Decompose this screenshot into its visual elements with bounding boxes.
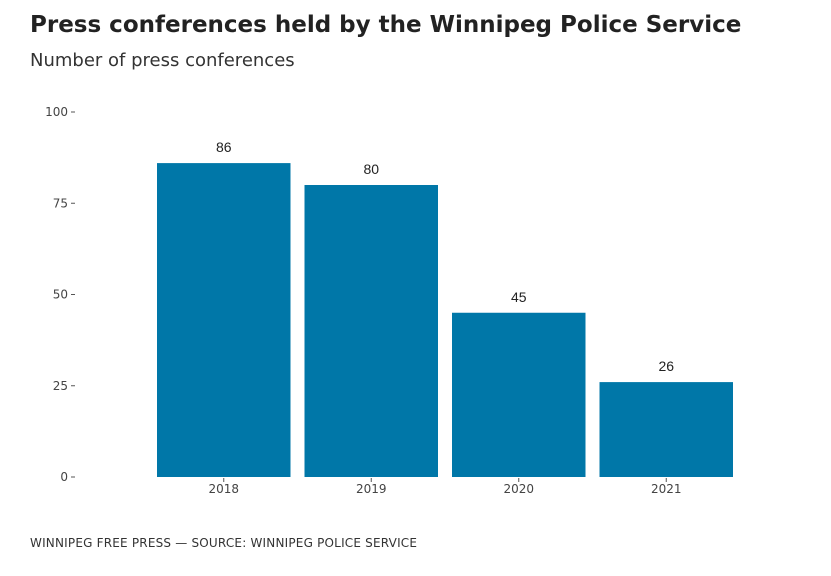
bar-2020 [452, 312, 586, 477]
y-tick-label: 75 [53, 196, 68, 210]
bars: 86 80 45 26 [157, 139, 733, 477]
y-tick-label: 0 [60, 470, 68, 484]
x-tick-label-2021: 2021 [651, 482, 682, 496]
bar-2019 [304, 185, 438, 477]
data-label-2021: 26 [658, 358, 674, 374]
x-tick-label-2018: 2018 [208, 482, 239, 496]
x-tick-label-2019: 2019 [356, 482, 387, 496]
y-tick-label: 25 [53, 379, 68, 393]
bar-2021 [599, 382, 733, 477]
data-label-2018: 86 [216, 139, 232, 155]
bar-2018 [157, 163, 291, 477]
chart-subtitle: Number of press conferences [30, 50, 295, 71]
source-credit: WINNIPEG FREE PRESS — SOURCE: WINNIPEG P… [30, 536, 418, 550]
x-tick-label-2020: 2020 [503, 482, 534, 496]
x-axis: 2018 2019 2020 2021 [208, 478, 682, 496]
data-label-2020: 45 [511, 289, 527, 305]
y-tick-label: 50 [53, 288, 68, 302]
y-axis: 0 25 50 75 100 [45, 105, 75, 484]
chart-title: Press conferences held by the Winnipeg P… [30, 12, 742, 38]
data-label-2019: 80 [363, 161, 379, 177]
y-tick-label: 100 [45, 105, 68, 119]
